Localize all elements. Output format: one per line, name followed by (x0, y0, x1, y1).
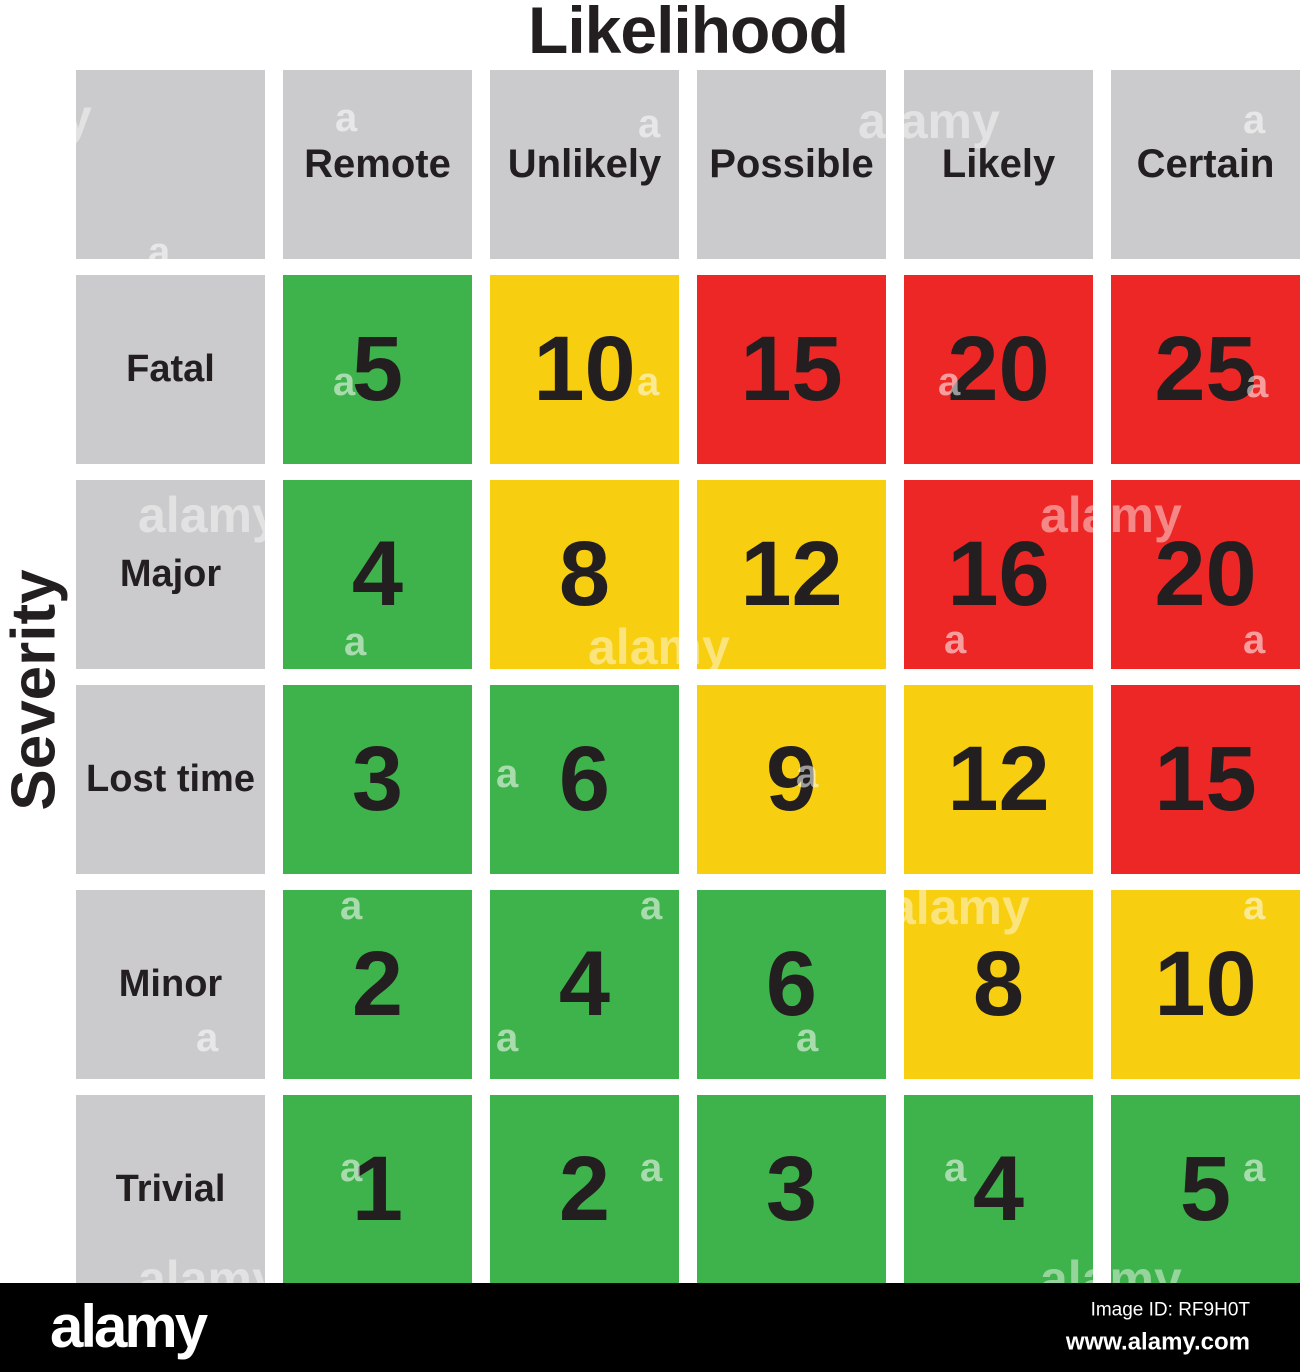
risk-score-cell: 4 (283, 480, 472, 669)
risk-score-cell: 10 (490, 275, 679, 464)
risk-score-cell: 2 (283, 890, 472, 1079)
likelihood-header-possible: Possible (697, 70, 886, 259)
severity-label-lost-time: Lost time (76, 685, 265, 874)
risk-score-cell: 25 (1111, 275, 1300, 464)
likelihood-header-likely: Likely (904, 70, 1093, 259)
risk-score-cell: 8 (904, 890, 1093, 1079)
likelihood-header-remote: Remote (283, 70, 472, 259)
risk-score-cell: 1 (283, 1095, 472, 1284)
severity-label-trivial: Trivial (76, 1095, 265, 1284)
likelihood-axis-title: Likelihood (528, 0, 849, 67)
risk-score-cell: 12 (904, 685, 1093, 874)
risk-score-cell: 10 (1111, 890, 1300, 1079)
risk-score-cell: 20 (1111, 480, 1300, 669)
severity-axis-title: Severity (0, 569, 69, 811)
footer-bar: alamy Image ID: RF9H0T www.alamy.com (0, 1283, 1300, 1372)
risk-score-cell: 5 (283, 275, 472, 464)
risk-score-cell: 4 (490, 890, 679, 1079)
matrix-corner-cell (76, 70, 265, 259)
risk-score-cell: 20 (904, 275, 1093, 464)
risk-matrix-grid: Remote Unlikely Possible Likely Certain Fatal… (76, 70, 1300, 1284)
risk-score-cell: 3 (283, 685, 472, 874)
risk-score-cell: 9 (697, 685, 886, 874)
risk-score-cell: 5 (1111, 1095, 1300, 1284)
alamy-url-text: www.alamy.com (1065, 1328, 1250, 1355)
alamy-logo: alamy (50, 1292, 208, 1360)
image-id-text: Image ID: RF9H0T (1090, 1299, 1250, 1320)
risk-score-cell: 4 (904, 1095, 1093, 1284)
severity-label-fatal: Fatal (76, 275, 265, 464)
risk-score-cell: 2 (490, 1095, 679, 1284)
risk-score-cell: 15 (697, 275, 886, 464)
likelihood-header-unlikely: Unlikely (490, 70, 679, 259)
risk-score-cell: 15 (1111, 685, 1300, 874)
risk-score-cell: 12 (697, 480, 886, 669)
severity-label-major: Major (76, 480, 265, 669)
risk-score-cell: 3 (697, 1095, 886, 1284)
risk-score-cell: 6 (697, 890, 886, 1079)
risk-score-cell: 16 (904, 480, 1093, 669)
risk-score-cell: 8 (490, 480, 679, 669)
footer-meta: Image ID: RF9H0T www.alamy.com (1066, 1299, 1250, 1356)
risk-score-cell: 6 (490, 685, 679, 874)
severity-label-minor: Minor (76, 890, 265, 1079)
likelihood-header-certain: Certain (1111, 70, 1300, 259)
